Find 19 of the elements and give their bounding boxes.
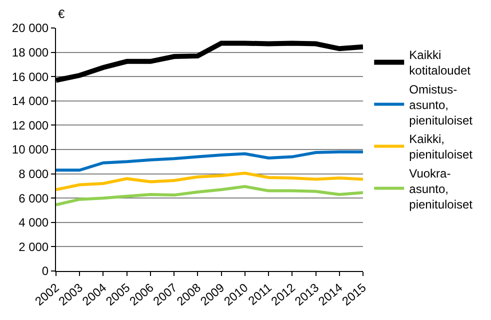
y-tick-label: 6 000 (18, 191, 49, 206)
line-series (56, 185, 363, 206)
line-series (56, 150, 363, 172)
y-tick-label: 16 000 (12, 70, 49, 84)
y-tick-label: 10 000 (12, 142, 49, 157)
y-tick-label: 4 000 (18, 216, 49, 230)
line-series (56, 172, 363, 192)
legend-label: Vuokra- asunto, pienituloiset (409, 166, 474, 212)
legend-label: Kaikki, pienituloiset (409, 132, 474, 162)
legend-label: Omistus- asunto, pienituloiset (409, 82, 474, 128)
y-tick-label: 0 (42, 264, 49, 278)
y-tick-label: 20 000 (12, 21, 49, 36)
y-tick-label: 8 000 (18, 167, 49, 181)
y-tick-label: 12 000 (12, 118, 49, 132)
y-tick-label: 2 000 (18, 240, 49, 254)
y-tick-label: 14 000 (12, 94, 49, 108)
y-tick-label: 18 000 (12, 46, 49, 60)
legend-label: Kaikki kotitaloudet (409, 48, 472, 78)
y-axis-title: € (58, 7, 65, 21)
